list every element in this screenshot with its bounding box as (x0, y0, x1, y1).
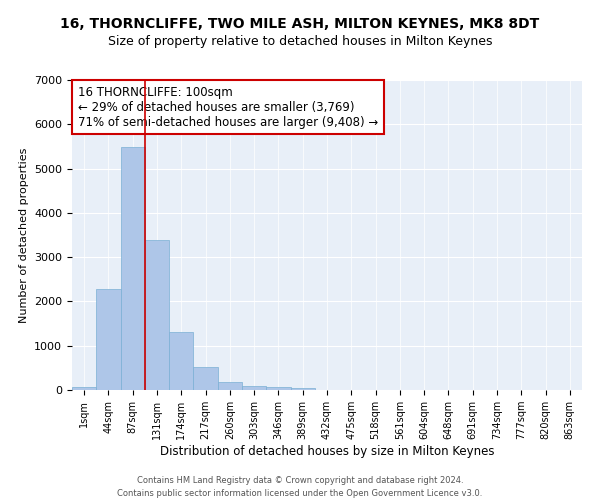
Bar (72, 387, 96, 390)
Bar (290, 388, 315, 390)
X-axis label: Distribution of detached houses by size in Milton Keynes: Distribution of detached houses by size … (160, 445, 494, 458)
Bar (193, 368, 218, 390)
Bar (266, 387, 290, 390)
Y-axis label: Number of detached properties: Number of detached properties (19, 148, 29, 322)
Bar (169, 332, 193, 390)
Text: Size of property relative to detached houses in Milton Keynes: Size of property relative to detached ho… (108, 35, 492, 48)
Bar (218, 382, 242, 390)
Bar (242, 386, 266, 390)
Bar (96, 290, 121, 390)
Text: 16, THORNCLIFFE, TWO MILE ASH, MILTON KEYNES, MK8 8DT: 16, THORNCLIFFE, TWO MILE ASH, MILTON KE… (61, 18, 539, 32)
Bar (145, 240, 169, 390)
Bar (121, 148, 145, 390)
Text: Contains HM Land Registry data © Crown copyright and database right 2024.
Contai: Contains HM Land Registry data © Crown c… (118, 476, 482, 498)
Text: 16 THORNCLIFFE: 100sqm
← 29% of detached houses are smaller (3,769)
71% of semi-: 16 THORNCLIFFE: 100sqm ← 29% of detached… (77, 86, 378, 128)
